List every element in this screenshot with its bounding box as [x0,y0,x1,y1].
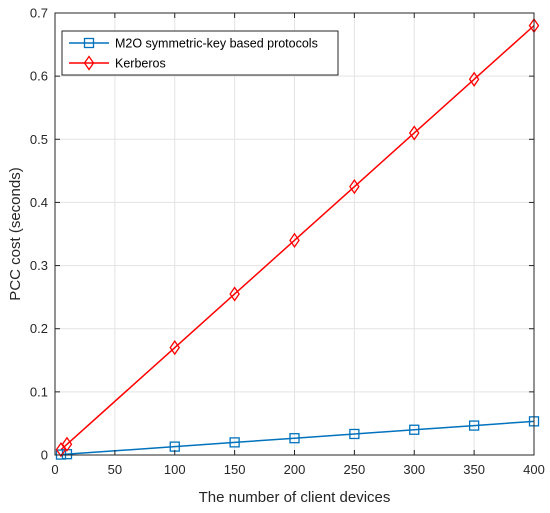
series-2-point [289,232,300,248]
legend: M2O symmetric-key based protocols Kerbero… [61,30,339,76]
y-tick-label: 0.2 [30,321,48,336]
y-tick-label: 0 [41,448,48,463]
series-2-point [169,340,181,356]
x-axis-label: The number of client devices [199,489,391,506]
series-2-line [60,25,535,451]
x-tick-label: 250 [344,462,366,477]
series-1-point [409,424,420,435]
x-tick-label: 50 [108,462,122,477]
series-1-point [289,433,300,444]
series-1-point [229,437,240,448]
series-markers [55,17,540,460]
series-1-line [60,420,535,456]
axis-ticks [54,12,535,456]
y-tick-label: 0.3 [30,258,48,273]
x-tick-label: 200 [284,462,306,477]
y-tick-labels: 0 0.1 0.2 0.3 0.4 0.5 0.6 0.7 [30,6,48,463]
series-lines [60,25,535,456]
series-2-point [61,436,73,452]
legend-box [61,30,339,76]
series-2-point [229,286,240,302]
series-2-point [349,179,360,195]
y-tick-label: 0.6 [30,69,48,84]
x-tick-label: 300 [403,462,425,477]
x-tick-label: 350 [463,462,485,477]
series-1-point [349,428,360,440]
y-tick-label: 0.4 [30,195,48,210]
legend-label-1: M2O symmetric-key based protocols [115,37,318,51]
legend-marker-2 [83,55,95,71]
x-tick-label: 0 [51,462,58,477]
y-axis-label: PCC cost (seconds) [7,167,24,300]
series-2-point [408,125,420,141]
legend-label-2: Kerberos [115,57,166,71]
x-tick-label: 100 [164,462,186,477]
legend-entries: M2O symmetric-key based protocols Kerbero… [69,37,318,71]
x-tick-labels: 0 50 100 150 200 250 300 350 400 [51,462,544,477]
y-tick-label: 0.1 [30,384,48,399]
y-tick-label: 0.5 [30,132,48,147]
x-tick-label: 400 [523,462,545,477]
legend-marker-1 [83,37,95,49]
y-tick-label: 0.7 [30,6,48,21]
x-tick-label: 150 [224,462,246,477]
series-1-point [468,420,480,431]
series-2-point [468,71,480,87]
